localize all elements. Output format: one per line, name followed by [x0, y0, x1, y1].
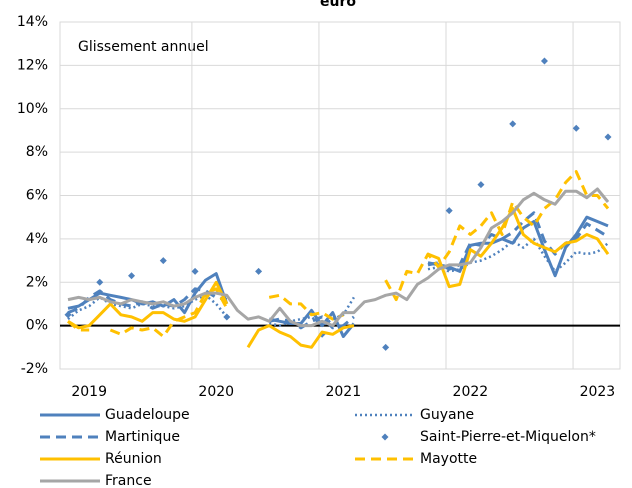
y-tick-label: -2% [21, 361, 48, 377]
y-tick-label: 12% [17, 57, 48, 73]
marker [382, 343, 390, 351]
legend-label: Guadeloupe [105, 407, 190, 423]
legend-marker [381, 433, 389, 441]
series-line [427, 237, 609, 273]
marker [477, 181, 485, 189]
marker [223, 313, 231, 321]
annotation: Glissement annuel [78, 39, 209, 55]
marker [128, 272, 136, 280]
marker [255, 267, 263, 275]
x-tick-label: 2020 [198, 384, 234, 400]
x-tick-label: 2023 [580, 384, 616, 400]
marker [572, 124, 580, 132]
y-tick-label: 0% [26, 318, 48, 334]
x-tick-label: 2021 [325, 384, 361, 400]
y-tick-label: 10% [17, 101, 48, 117]
marker [96, 278, 104, 286]
series-line [67, 294, 228, 321]
series-line [109, 287, 229, 338]
legend-label: France [105, 473, 152, 488]
marker [540, 57, 548, 65]
series-line [427, 207, 610, 289]
x-tick-label: 2019 [71, 384, 107, 400]
marker [509, 120, 517, 128]
legend-label: Réunion [105, 451, 162, 467]
legend-label: Mayotte [420, 451, 477, 467]
series-line [246, 324, 355, 349]
series-line [268, 315, 355, 330]
y-tick-label: 14% [17, 14, 48, 30]
series-line [384, 170, 610, 302]
legend-label: Guyane [420, 407, 474, 423]
x-tick-label: 2022 [453, 384, 489, 400]
marker [604, 133, 612, 141]
marker [191, 267, 199, 275]
y-tick-label: 8% [26, 144, 48, 160]
chart-title: euro [320, 0, 356, 10]
marker [64, 311, 72, 319]
legend-label: Martinique [105, 429, 180, 445]
y-tick-label: 4% [26, 231, 48, 247]
series-line [67, 187, 610, 328]
series-line [67, 280, 229, 330]
y-tick-label: 6% [26, 188, 48, 204]
marker [445, 207, 453, 215]
legend-label: Saint-Pierre-et-Miquelon* [420, 429, 596, 445]
series-line [67, 320, 90, 332]
y-tick-label: 2% [26, 274, 48, 290]
series-line [67, 287, 228, 314]
marker [159, 257, 167, 265]
series-line [268, 293, 344, 321]
